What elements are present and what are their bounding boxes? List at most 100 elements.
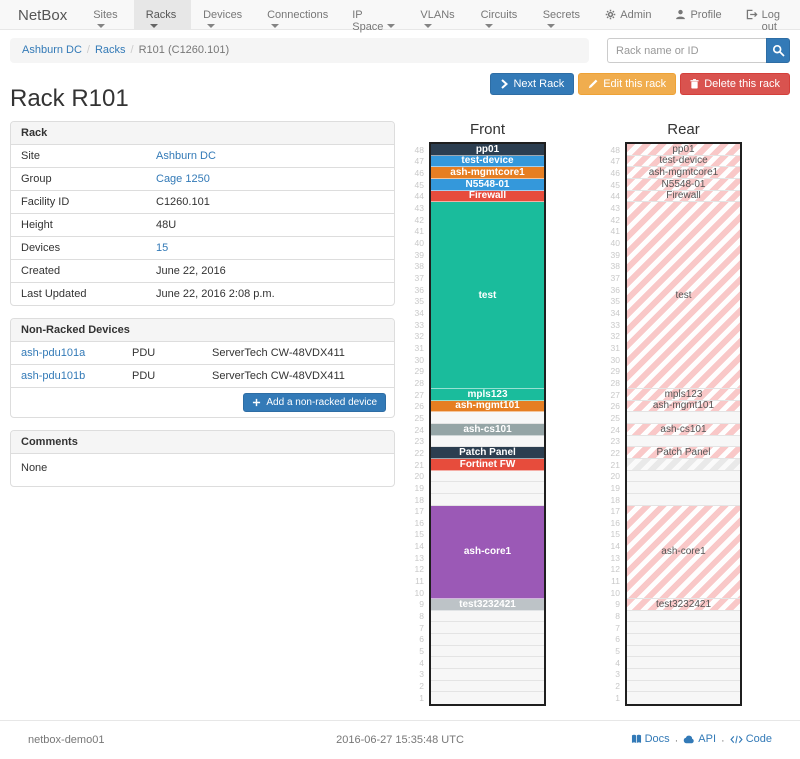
rack-device-unit-test[interactable]: test <box>627 202 740 389</box>
rack-device-unit-ash-mgmt101[interactable]: ash-mgmt101 <box>627 400 740 413</box>
attribute-label: Facility ID <box>21 196 70 208</box>
rack-device-unit-ash-core1[interactable]: ash-core1 <box>431 505 544 599</box>
rack-device-label: ash-cs101 <box>463 423 512 435</box>
rack-device-label: Firewall <box>468 190 507 202</box>
rack-empty-unit <box>627 633 740 646</box>
rack-device-unit-test[interactable]: test <box>431 202 544 389</box>
rack-device-unit-firewall[interactable]: Firewall <box>431 190 544 203</box>
book-icon <box>631 734 642 744</box>
rack-device-unit-firewall[interactable]: Firewall <box>627 190 740 203</box>
nav-item-label: VLANs <box>420 9 455 21</box>
nav-item-ip-space[interactable]: IP Space <box>340 0 408 33</box>
nav-item-secrets[interactable]: Secrets <box>531 0 594 29</box>
footer-link-docs[interactable]: Docs <box>631 733 670 745</box>
brand-netbox[interactable]: NetBox <box>18 7 68 24</box>
delete-rack-button[interactable]: Delete this rack <box>680 73 790 95</box>
footer-link-api[interactable]: API <box>683 733 716 745</box>
rack-device-unit-patch-panel[interactable]: Patch Panel <box>627 447 740 459</box>
rack-searchbox <box>607 38 790 63</box>
nav-item-circuits[interactable]: Circuits <box>469 0 531 29</box>
rack-device-unit-mpls123[interactable]: mpls123 <box>431 389 544 401</box>
unit-number: 9 <box>615 599 620 610</box>
footer-link-code[interactable]: Code <box>730 733 772 745</box>
rack-device-unit-ash-mgmt101[interactable]: ash-mgmt101 <box>431 400 544 413</box>
rack-device-unit-pp01[interactable]: pp01 <box>627 144 740 156</box>
rack-device-label: Patch Panel <box>459 447 516 459</box>
nav-item-devices[interactable]: Devices <box>191 0 255 29</box>
rack-empty-unit <box>627 482 740 494</box>
unit-number: 15 <box>414 529 424 540</box>
rack-device-unit-n5548-01[interactable]: N5548-01 <box>431 178 544 191</box>
nav-item-connections[interactable]: Connections <box>255 0 340 29</box>
nav-item-log-out[interactable]: Log out <box>734 0 792 33</box>
front-rack: 48 47 46 45 44 43 42 41 40 39 38 37 36 35 34 33 32 31 30 29… <box>407 142 546 706</box>
front-elevation: Front 48 47 46 45 44 43 42 41 40 39 38 37 36 35 34 33 32… <box>407 121 546 706</box>
pencil-icon <box>588 79 598 89</box>
search-button[interactable] <box>766 38 790 63</box>
rack-device-unit-ash-core1[interactable]: ash-core1 <box>627 505 740 599</box>
unit-number: 34 <box>414 308 424 319</box>
rack-device-unit-ash-mgmtcore1[interactable]: ash-mgmtcore1 <box>431 167 544 179</box>
rack-device-unit-test3232421[interactable]: test3232421 <box>627 598 740 611</box>
unit-number: 19 <box>414 482 424 493</box>
breadcrumb: Ashburn DC / Racks / R101 (C1260.101) <box>10 38 589 63</box>
device-model: ServerTech CW-48VDX411 <box>212 347 345 359</box>
unit-number: 43 <box>414 203 424 214</box>
attribute-value-devices[interactable]: 15 <box>156 242 169 254</box>
rack-empty-unit <box>627 470 740 483</box>
unit-number: 40 <box>414 238 424 249</box>
rack-device-unit-test3232421[interactable]: test3232421 <box>431 598 544 611</box>
rack-device-label: test <box>675 289 692 301</box>
rack-device-unit-mpls123[interactable]: mpls123 <box>627 389 740 401</box>
rack-empty-unit <box>431 668 544 681</box>
rack-empty-unit <box>431 680 544 693</box>
unit-number: 21 <box>610 459 620 470</box>
device-name-link[interactable]: ash-pdu101a <box>21 347 86 359</box>
unit-number: 13 <box>414 552 424 563</box>
chevron-right-icon <box>500 79 509 89</box>
rack-empty-unit <box>627 680 740 693</box>
footer: netbox-demo01 2016-06-27 15:35:48 UTC Do… <box>0 719 800 759</box>
unit-number: 7 <box>419 622 424 633</box>
rack-device-unit-ash-cs101[interactable]: ash-cs101 <box>431 423 544 436</box>
rack-device-unit-ash-cs101[interactable]: ash-cs101 <box>627 423 740 436</box>
breadcrumb-link-ashburn-dc[interactable]: Ashburn DC <box>22 44 82 56</box>
nav-item-admin[interactable]: Admin <box>593 0 663 29</box>
unit-number: 37 <box>610 273 620 284</box>
unit-number: 17 <box>414 506 424 517</box>
rack-device-label: test-device <box>461 155 514 167</box>
rack-device-unit-patch-panel[interactable]: Patch Panel <box>431 447 544 459</box>
rack-device-unit-test-device[interactable]: test-device <box>627 155 740 168</box>
rack-device-unit-ash-mgmtcore1[interactable]: ash-mgmtcore1 <box>627 167 740 179</box>
device-name-link[interactable]: ash-pdu101b <box>21 370 86 382</box>
unit-number: 32 <box>610 331 620 342</box>
nav-item-sites[interactable]: Sites <box>81 0 134 29</box>
unit-number: 29 <box>414 366 424 377</box>
add-nonracked-device-button[interactable]: Add a non-racked device <box>243 393 386 412</box>
search-input[interactable] <box>607 38 766 63</box>
rear-rack: 48 47 46 45 44 43 42 41 40 39 38 37 36 35 34 33 32 31 30 29… <box>603 142 742 706</box>
rack-device-label: N5548-01 <box>661 178 706 190</box>
rack-device-unit-fortinet-fw[interactable]: Fortinet FW <box>431 458 544 471</box>
edit-rack-button[interactable]: Edit this rack <box>578 73 677 95</box>
unit-number: 47 <box>610 156 620 167</box>
rack-attributes-table: Site Ashburn DC Group Cage 1250 Facility ID C… <box>11 145 394 305</box>
breadcrumb-link-racks[interactable]: Racks <box>94 44 126 56</box>
unit-number: 4 <box>615 657 620 668</box>
rack-empty-unit <box>431 435 544 448</box>
front-rack-units: pp01 test-device ash-mgmtcore1 N5548-01 Fire… <box>429 142 546 706</box>
attribute-value-group[interactable]: Cage 1250 <box>156 173 210 185</box>
rack-device-unit-test-device[interactable]: test-device <box>431 155 544 168</box>
rack-device-unit-pp01[interactable]: pp01 <box>431 144 544 156</box>
next-rack-button[interactable]: Next Rack <box>490 73 575 95</box>
rack-empty-unit <box>431 470 544 483</box>
rack-device-unit-n5548-01[interactable]: N5548-01 <box>627 178 740 191</box>
nav-item-profile[interactable]: Profile <box>663 0 733 29</box>
footer-link-label: API <box>698 733 717 746</box>
attribute-value-site[interactable]: Ashburn DC <box>156 150 216 162</box>
rack-device-label: Firewall <box>666 190 701 202</box>
nav-item-vlans[interactable]: VLANs <box>408 0 468 29</box>
rack-device-label: test3232421 <box>655 598 712 610</box>
nav-item-racks[interactable]: Racks <box>133 0 192 29</box>
rack-panel: Rack Site Ashburn DC Group Cage 1250 Facilit… <box>10 121 395 306</box>
